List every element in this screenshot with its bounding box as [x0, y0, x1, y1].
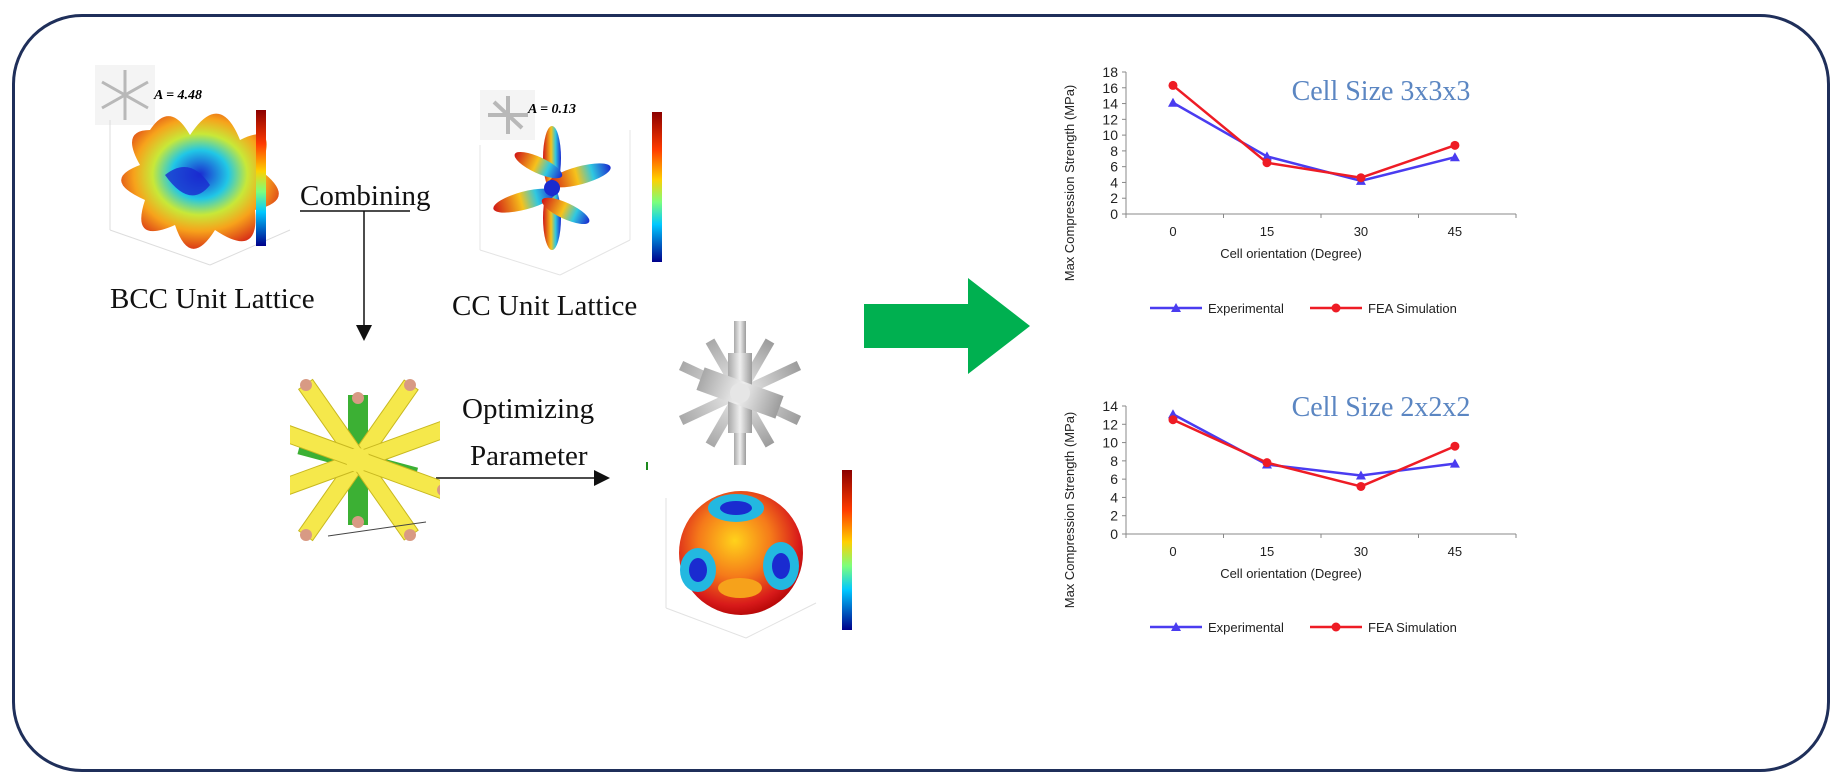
series-line-fea — [1172, 84, 1456, 179]
y-tick-label: 14 — [1102, 398, 1118, 414]
cc-strut-icon — [488, 96, 528, 134]
data-point-experimental — [1167, 97, 1178, 107]
bcc-unit-lattice-label: BCC Unit Lattice — [110, 283, 315, 315]
y-tick-label: 2 — [1110, 190, 1118, 206]
series-line-experimental — [1172, 101, 1456, 183]
legend-label: FEA Simulation — [1368, 301, 1457, 316]
x-axis-label: Cell orientation (Degree) — [1220, 566, 1362, 581]
data-point-experimental — [1449, 458, 1460, 468]
data-point-fea — [1450, 441, 1460, 451]
legend-marker — [1331, 622, 1341, 632]
cc-young-modulus-surface — [479, 90, 631, 276]
y-tick-label: 0 — [1110, 206, 1118, 222]
combining-arrow — [300, 210, 410, 341]
y-tick-label: 12 — [1102, 416, 1118, 432]
optimized-young-modulus-sphere — [646, 462, 817, 639]
rounded-frame — [12, 14, 1830, 772]
optimizing-label: Optimizing — [462, 393, 595, 425]
result-arrow — [864, 278, 1030, 374]
y-tick-label: 4 — [1110, 174, 1118, 190]
x-tick-label: 45 — [1448, 544, 1462, 559]
series-line-experimental — [1172, 413, 1456, 477]
x-tick-label: 30 — [1354, 544, 1368, 559]
optimizing-arrow — [436, 470, 610, 486]
combining-label: Combining — [300, 180, 431, 212]
y-tick-label: 10 — [1102, 127, 1118, 143]
data-point-fea — [1168, 80, 1178, 90]
x-tick-label: 45 — [1448, 224, 1462, 239]
y-axis-label: Max Compression Strength (MPa) — [1062, 85, 1077, 282]
y-tick-label: 16 — [1102, 80, 1118, 96]
y-tick-label: 4 — [1110, 489, 1118, 505]
legend-marker — [1171, 303, 1181, 312]
y-axis-label: Max Compression Strength (MPa) — [1062, 412, 1077, 609]
x-tick-label: 15 — [1260, 224, 1274, 239]
x-tick-label: 30 — [1354, 224, 1368, 239]
optimized-lattice-model — [678, 321, 802, 465]
y-tick-label: 0 — [1110, 526, 1118, 542]
cc-unit-lattice-label: CC Unit Lattice — [452, 290, 638, 322]
y-tick-label: 6 — [1110, 159, 1118, 175]
data-point-fea — [1262, 458, 1272, 468]
cc-anisotropy-value: A = 0.13 — [528, 102, 577, 117]
chart-title: Cell Size 3x3x3 — [1292, 76, 1471, 107]
chart-cell-size-2x2x2: 0 2 4 6 8 10 12 14 0 15 30 45 Cell orientation (Degr… — [1062, 392, 1517, 635]
data-point-fea — [1356, 481, 1366, 491]
chart-title: Cell Size 2x2x2 — [1292, 392, 1471, 423]
bcc-colorbar — [256, 110, 266, 246]
data-point-fea — [1356, 173, 1366, 183]
legend-marker — [1171, 622, 1181, 631]
legend-label: FEA Simulation — [1368, 620, 1457, 635]
bcc-strut-icon — [101, 70, 149, 120]
combined-lattice-model — [290, 378, 440, 542]
x-tick-label: 15 — [1260, 544, 1274, 559]
series-line-fea — [1172, 418, 1456, 488]
data-point-fea — [1450, 140, 1460, 150]
data-point-experimental — [1449, 152, 1460, 162]
x-tick-label: 0 — [1169, 224, 1176, 239]
data-point-fea — [1262, 158, 1272, 168]
legend-label: Experimental — [1208, 620, 1284, 635]
legend-marker — [1331, 303, 1341, 313]
x-tick-label: 0 — [1169, 544, 1176, 559]
parameter-label: Parameter — [470, 440, 588, 472]
y-tick-label: 8 — [1110, 453, 1118, 469]
x-axis-label: Cell orientation (Degree) — [1220, 246, 1362, 261]
y-tick-label: 14 — [1102, 96, 1118, 112]
data-point-fea — [1168, 415, 1178, 425]
bcc-anisotropy-value: A = 4.48 — [154, 88, 203, 103]
legend-label: Experimental — [1208, 301, 1284, 316]
y-tick-label: 12 — [1102, 111, 1118, 127]
bcc-young-modulus-surface — [95, 65, 291, 266]
y-tick-label: 10 — [1102, 435, 1118, 451]
data-point-experimental — [1261, 151, 1272, 161]
y-tick-label: 18 — [1102, 64, 1118, 80]
y-tick-label: 2 — [1110, 508, 1118, 524]
data-point-experimental — [1355, 470, 1366, 480]
sphere-colorbar — [842, 470, 852, 630]
cc-colorbar — [652, 112, 662, 262]
y-tick-label: 6 — [1110, 471, 1118, 487]
y-tick-label: 8 — [1110, 143, 1118, 159]
